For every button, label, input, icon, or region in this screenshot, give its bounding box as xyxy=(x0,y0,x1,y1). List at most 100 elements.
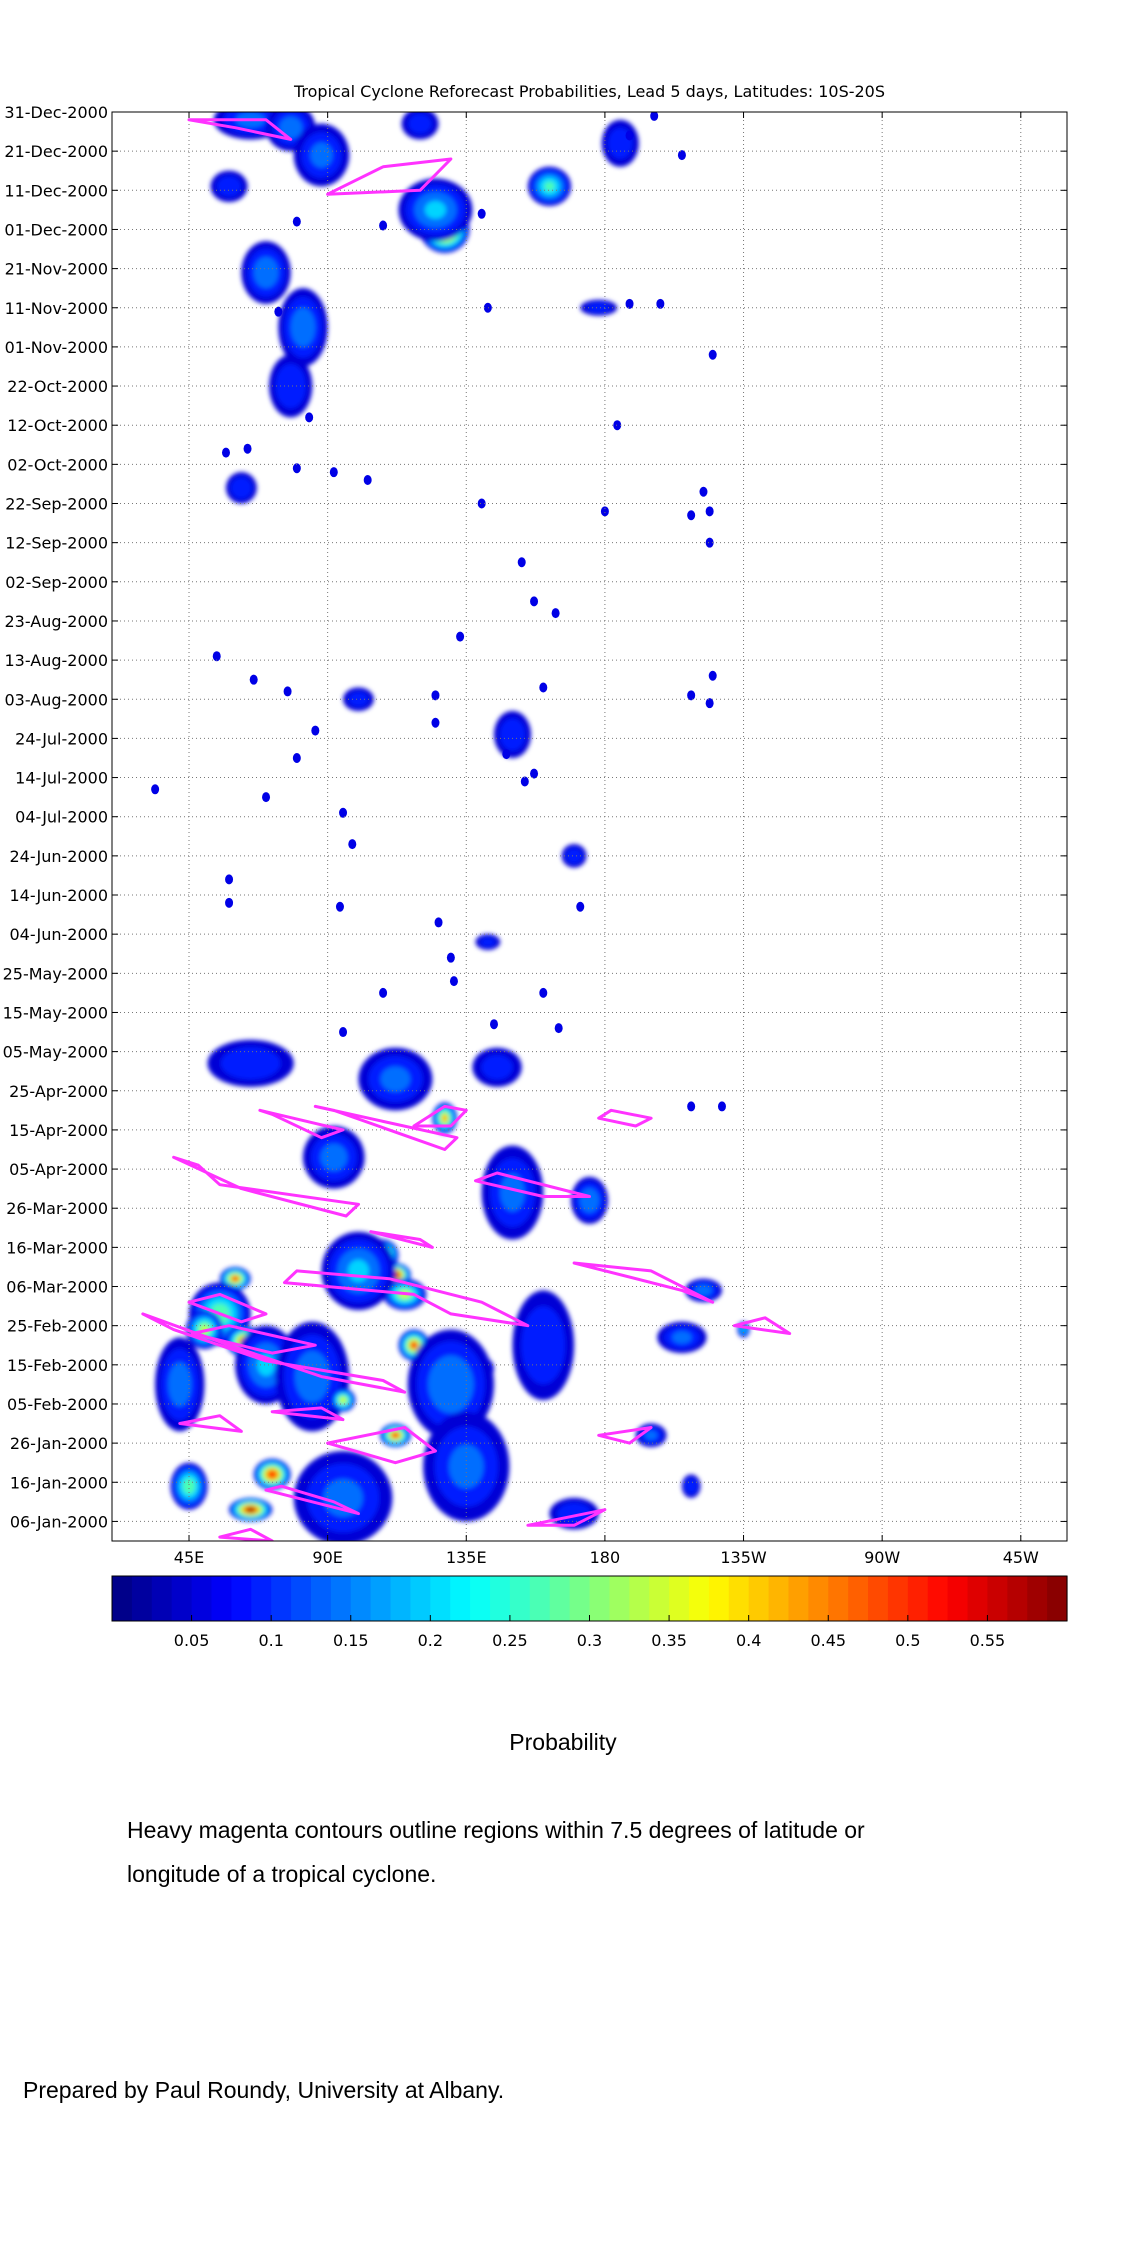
probability-level xyxy=(168,1362,192,1407)
y-tick-label: 15-May-2000 xyxy=(3,1003,108,1022)
probability-blob xyxy=(657,1321,707,1354)
colorbar-swatch xyxy=(470,1576,491,1621)
probability-speck xyxy=(274,306,283,317)
probability-speck xyxy=(243,443,252,454)
y-tick-label: 14-Jun-2000 xyxy=(9,886,108,905)
cyclone-contour xyxy=(572,1261,715,1304)
probability-level xyxy=(410,1341,418,1349)
colorbar-swatch xyxy=(1027,1576,1048,1621)
plot-frame xyxy=(111,111,1068,1542)
probability-speck xyxy=(292,216,301,227)
colorbar-swatch xyxy=(549,1576,571,1621)
probability-speck xyxy=(221,447,230,458)
y-tick-label: 25-Apr-2000 xyxy=(9,1082,108,1101)
probability-level xyxy=(268,1470,277,1478)
y-tick-label: 04-Jun-2000 xyxy=(9,925,108,944)
colorbar-swatch xyxy=(509,1576,531,1621)
probability-blob xyxy=(241,241,291,304)
probability-speck xyxy=(449,976,458,987)
probability-blob xyxy=(423,1411,510,1522)
probability-level xyxy=(320,1143,348,1172)
probability-level xyxy=(294,1350,330,1403)
probability-speck xyxy=(151,784,160,795)
y-tick-label: 02-Sep-2000 xyxy=(5,573,108,592)
probability-speck xyxy=(717,1101,726,1112)
probability-speck xyxy=(613,420,622,431)
probability-blob xyxy=(401,112,439,140)
probability-blob xyxy=(475,934,501,950)
probability-blob xyxy=(601,119,639,167)
colorbar-swatch xyxy=(868,1576,889,1621)
colorbar-swatch xyxy=(569,1576,591,1621)
y-tick-label: 23-Aug-2000 xyxy=(4,612,108,631)
probability-level xyxy=(480,937,496,947)
probability-speck xyxy=(446,952,455,963)
cyclone-contour xyxy=(270,1406,345,1422)
probability-speck xyxy=(687,690,696,701)
y-tick-label: 26-Mar-2000 xyxy=(6,1199,108,1218)
probability-speck xyxy=(576,901,585,912)
probability-blob xyxy=(343,687,374,712)
cyclone-contour xyxy=(313,1104,459,1151)
probability-level xyxy=(424,200,447,219)
probability-speck xyxy=(708,349,717,360)
probability-speck xyxy=(650,112,659,121)
probability-level xyxy=(694,1284,713,1296)
colorbar-swatch xyxy=(748,1576,770,1621)
probability-speck xyxy=(431,690,440,701)
y-tick-label: 31-Dec-2000 xyxy=(4,103,108,122)
cyclone-contour xyxy=(218,1527,274,1541)
probability-speck xyxy=(520,776,529,787)
y-tick-label: 15-Feb-2000 xyxy=(7,1356,108,1375)
colorbar-swatch xyxy=(887,1576,909,1621)
cyclone-contour xyxy=(597,1426,653,1445)
probability-speck xyxy=(625,130,634,141)
probability-blob xyxy=(481,1145,544,1240)
probability-blob xyxy=(278,288,328,367)
colorbar-swatch xyxy=(310,1576,332,1621)
cyclone-contour xyxy=(178,1414,243,1433)
cyclone-contour xyxy=(597,1108,653,1128)
colorbar-swatch xyxy=(947,1576,969,1621)
probability-speck xyxy=(517,557,526,568)
colorbar-swatch xyxy=(967,1576,989,1621)
colorbar-swatch xyxy=(987,1576,1008,1621)
x-tick-label: 90E xyxy=(312,1548,342,1567)
probability-blob xyxy=(407,1329,494,1440)
x-tick-label: 135E xyxy=(446,1548,487,1567)
x-tick-label: 45E xyxy=(174,1548,204,1567)
probability-speck xyxy=(705,537,714,548)
probability-blob xyxy=(681,1474,701,1498)
probability-blob xyxy=(269,354,313,418)
probability-level xyxy=(449,1444,484,1489)
probability-level xyxy=(586,302,611,313)
probability-blob xyxy=(207,1039,294,1087)
y-tick-label: 03-Aug-2000 xyxy=(4,690,108,709)
probability-blob xyxy=(398,1329,430,1361)
cyclone-contour xyxy=(474,1171,591,1198)
probability-level xyxy=(339,1396,347,1404)
probability-level xyxy=(428,1355,474,1414)
probability-level xyxy=(347,1259,370,1283)
y-tick-label: 11-Nov-2000 xyxy=(5,299,108,318)
y-tick-label: 25-May-2000 xyxy=(3,964,108,983)
probability-speck xyxy=(656,298,665,309)
colorbar-swatch xyxy=(1047,1576,1068,1621)
colorbar-swatch xyxy=(1007,1576,1028,1621)
y-tick-label: 01-Dec-2000 xyxy=(4,220,108,239)
probability-speck xyxy=(329,467,338,478)
probability-blob xyxy=(321,1231,396,1311)
probability-speck xyxy=(625,298,634,309)
colorbar-tick-label: 0.4 xyxy=(736,1631,761,1650)
y-tick-label: 24-Jul-2000 xyxy=(15,729,108,748)
colorbar-swatch xyxy=(768,1576,790,1621)
colorbar-tick-label: 0.05 xyxy=(174,1631,210,1650)
probability-blob xyxy=(293,123,350,187)
probability-speck xyxy=(262,792,271,803)
colorbar-label: Probability xyxy=(509,1729,617,1755)
probability-speck xyxy=(705,698,714,709)
credit-text: Prepared by Paul Roundy, University at A… xyxy=(23,2077,505,2103)
colorbar-swatch xyxy=(927,1576,949,1621)
probability-speck xyxy=(708,670,717,681)
colorbar-tick-label: 0.3 xyxy=(577,1631,602,1650)
